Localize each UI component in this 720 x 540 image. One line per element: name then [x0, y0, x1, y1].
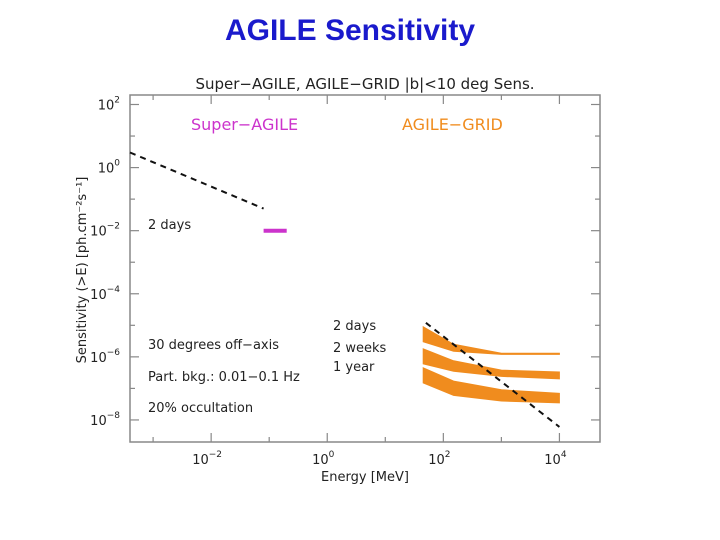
slide-title: AGILE Sensitivity — [224, 14, 476, 47]
y-tick-label: 10−4 — [90, 285, 120, 303]
x-tick-label: 102 — [428, 450, 450, 468]
annotation-ag-2days: 2 days — [333, 319, 376, 334]
sensitivity-band-3 — [422, 348, 560, 380]
y-axis-label: Sensitivity (>E) [ph.cm⁻²s⁻¹] — [75, 177, 90, 364]
annotation-off-axis: 30 degrees off−axis — [148, 338, 279, 353]
annotation-occultation: 20% occultation — [148, 401, 253, 416]
y-tick-label: 102 — [98, 95, 120, 113]
y-tick-label: 10−6 — [90, 348, 120, 366]
x-tick-label: 100 — [312, 450, 335, 468]
y-tick-label: 10−2 — [90, 222, 120, 240]
x-tick-label: 104 — [544, 450, 567, 468]
annotation-background: Part. bkg.: 0.01−0.1 Hz — [148, 370, 300, 385]
x-tick-label: 10−2 — [192, 450, 222, 468]
agile-grid-label: AGILE−GRID — [402, 115, 503, 134]
chart-title: Super−AGILE, AGILE−GRID |b|<10 deg Sens. — [195, 75, 534, 93]
annotation-ag-1year: 1 year — [333, 360, 375, 375]
dashed-sensitivity-line-0 — [129, 151, 264, 210]
y-tick-label: 10−8 — [90, 411, 120, 429]
plot-frame — [129, 94, 601, 443]
sensitivity-band-2 — [422, 325, 560, 355]
x-axis-label: Energy [MeV] — [321, 470, 409, 485]
annotation-ag-2weeks: 2 weeks — [333, 341, 387, 356]
super-agile-label: Super−AGILE — [191, 115, 298, 134]
sensitivity-band-4 — [422, 367, 560, 404]
annotation-sa-2days: 2 days — [148, 218, 191, 233]
y-tick-label: 100 — [98, 159, 121, 177]
